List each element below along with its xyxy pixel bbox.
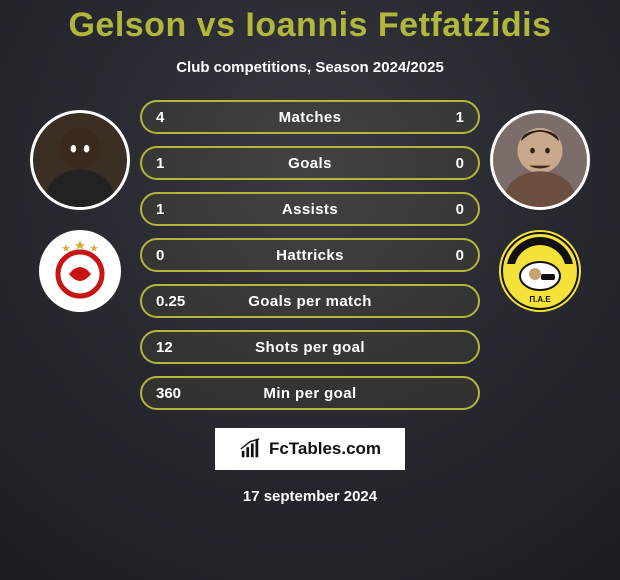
stat-row-assists: 1 Assists 0 (140, 192, 480, 226)
club-crest-icon (39, 230, 121, 312)
subtitle: Club competitions, Season 2024/2025 (176, 59, 444, 76)
stat-left-value: 0.25 (156, 293, 206, 310)
right-column: ΑΡΗΣ Π.Α.Ε (480, 100, 600, 312)
stat-row-goals-per-match: 0.25 Goals per match (140, 284, 480, 318)
stat-left-value: 1 (156, 155, 206, 172)
stat-row-goals: 1 Goals 0 (140, 146, 480, 180)
stat-row-hattricks: 0 Hattricks 0 (140, 238, 480, 272)
stat-row-shots-per-goal: 12 Shots per goal (140, 330, 480, 364)
stat-label: Goals per match (206, 293, 414, 310)
stat-left-value: 360 (156, 385, 206, 402)
stat-label: Shots per goal (206, 339, 414, 356)
stat-right-value: 1 (414, 109, 464, 126)
player-left-avatar (30, 110, 130, 210)
stat-left-value: 12 (156, 339, 206, 356)
person-icon (493, 113, 587, 207)
comparison-card: Gelson vs Ioannis Fetfatzidis Club compe… (0, 0, 620, 580)
left-column (20, 100, 140, 312)
stats-section: 4 Matches 1 1 Goals 0 1 Assists 0 0 Hatt… (0, 100, 620, 410)
stat-right-value: 0 (414, 201, 464, 218)
stat-row-matches: 4 Matches 1 (140, 100, 480, 134)
person-icon (33, 113, 127, 207)
page-title: Gelson vs Ioannis Fetfatzidis (68, 6, 551, 45)
stat-left-value: 1 (156, 201, 206, 218)
source-logo-text: FcTables.com (269, 439, 381, 459)
stat-row-min-per-goal: 360 Min per goal (140, 376, 480, 410)
stat-rows: 4 Matches 1 1 Goals 0 1 Assists 0 0 Hatt… (140, 100, 480, 410)
stat-label: Hattricks (206, 247, 414, 264)
stat-right-value: 0 (414, 247, 464, 264)
chart-icon (239, 438, 261, 460)
stat-label: Min per goal (206, 385, 414, 402)
stat-label: Matches (206, 109, 414, 126)
club-crest-icon: ΑΡΗΣ Π.Α.Ε (499, 230, 581, 312)
club-left-badge (39, 230, 121, 312)
date-label: 17 september 2024 (243, 488, 377, 505)
stat-left-value: 0 (156, 247, 206, 264)
club-right-badge: ΑΡΗΣ Π.Α.Ε (499, 230, 581, 312)
svg-text:ΑΡΗΣ: ΑΡΗΣ (528, 246, 553, 256)
stat-label: Goals (206, 155, 414, 172)
source-logo: FcTables.com (215, 428, 405, 470)
player-right-avatar (490, 110, 590, 210)
stat-label: Assists (206, 201, 414, 218)
stat-left-value: 4 (156, 109, 206, 126)
svg-text:Π.Α.Ε: Π.Α.Ε (529, 295, 551, 304)
stat-right-value: 0 (414, 155, 464, 172)
